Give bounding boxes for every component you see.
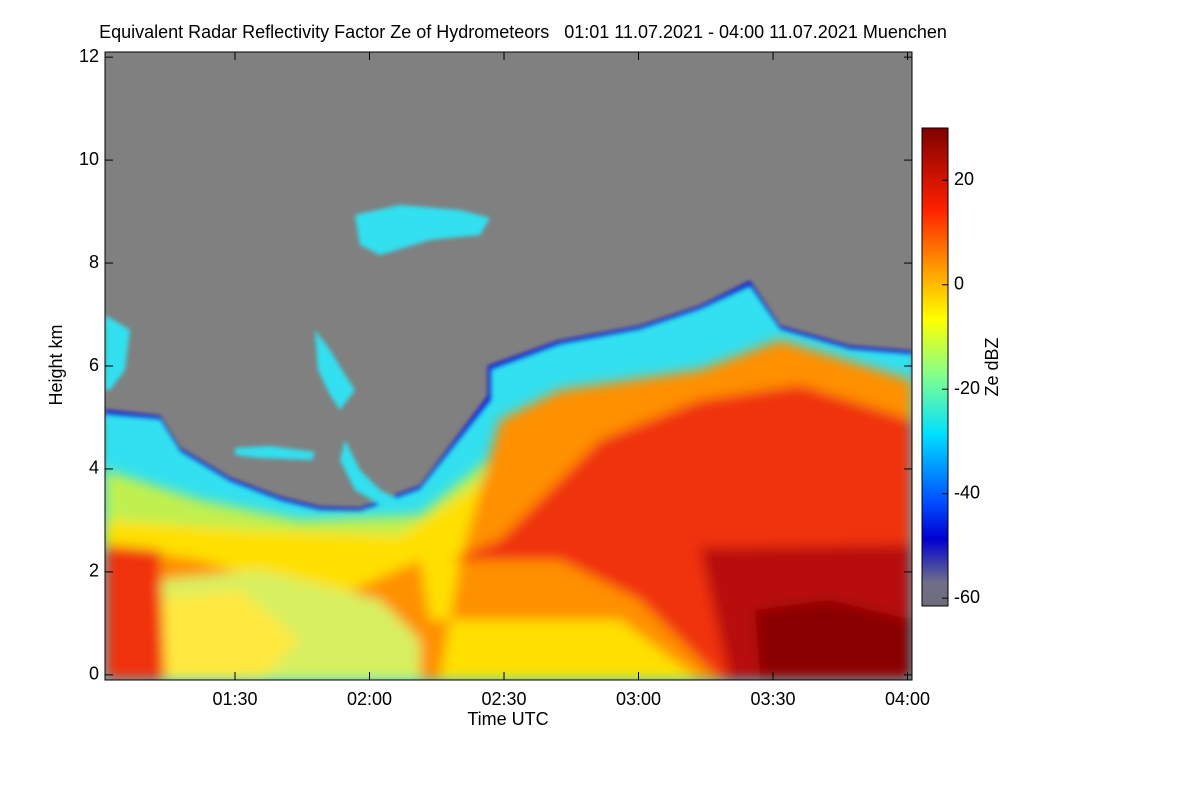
colorbar-tick-label: -60 xyxy=(954,587,980,607)
y-tick-label: 2 xyxy=(89,561,99,581)
colorbar xyxy=(921,127,949,607)
colorbar-label: Ze dBZ xyxy=(982,337,1002,396)
x-tick-label: 04:00 xyxy=(885,689,930,709)
y-tick-label: 8 xyxy=(89,252,99,272)
y-tick-label: 10 xyxy=(79,149,99,169)
x-axis-label: Time UTC xyxy=(467,709,548,729)
colorbar-tick-label: 0 xyxy=(954,273,964,293)
x-tick-label: 03:30 xyxy=(750,689,795,709)
y-axis-label: Height km xyxy=(46,324,66,405)
x-tick-label: 02:00 xyxy=(347,689,392,709)
x-tick-label: 02:30 xyxy=(481,689,526,709)
reflectivity-field xyxy=(105,52,912,680)
y-tick-label: 6 xyxy=(89,355,99,375)
colorbar-tick-label: -20 xyxy=(954,378,980,398)
y-tick-label: 4 xyxy=(89,458,99,478)
chart-title: Equivalent Radar Reflectivity Factor Ze … xyxy=(99,22,947,42)
y-tick-label: 12 xyxy=(79,46,99,66)
colorbar-tick-label: 20 xyxy=(954,169,974,189)
colorbar-tick-label: -40 xyxy=(954,482,980,502)
x-tick-label: 01:30 xyxy=(212,689,257,709)
x-tick-label: 03:00 xyxy=(616,689,661,709)
y-tick-label: 0 xyxy=(89,664,99,684)
